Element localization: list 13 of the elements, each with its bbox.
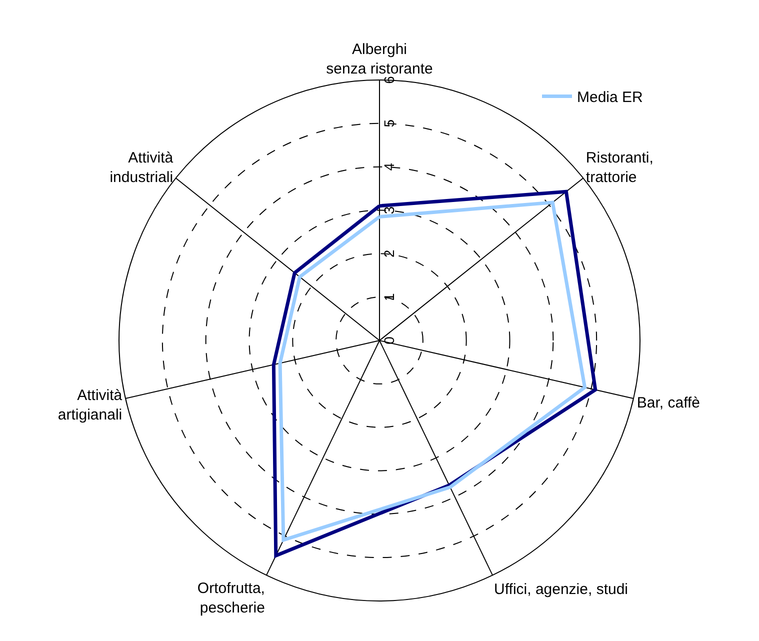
y-tick-label: 1: [381, 292, 397, 301]
y-tick-label: 3: [381, 206, 397, 214]
legend-label: Media ER: [577, 89, 644, 106]
y-tick-label: 5: [381, 119, 397, 128]
spoke-label: Alberghi senza ristorante: [326, 41, 433, 78]
y-tick-label: 2: [381, 250, 397, 258]
spoke-label: Bar, caffè: [636, 394, 700, 412]
spoke-label: Ortofrutta, pescherie: [197, 580, 265, 617]
y-tick-label: 4: [381, 162, 397, 171]
spoke-label: Uffici, agenzie, studi: [494, 581, 628, 598]
spoke-label: Ristoranti, trattorie: [586, 149, 654, 186]
spoke-label: Attività artigianali: [58, 387, 123, 424]
spoke-label: Attività industriali: [110, 149, 174, 186]
